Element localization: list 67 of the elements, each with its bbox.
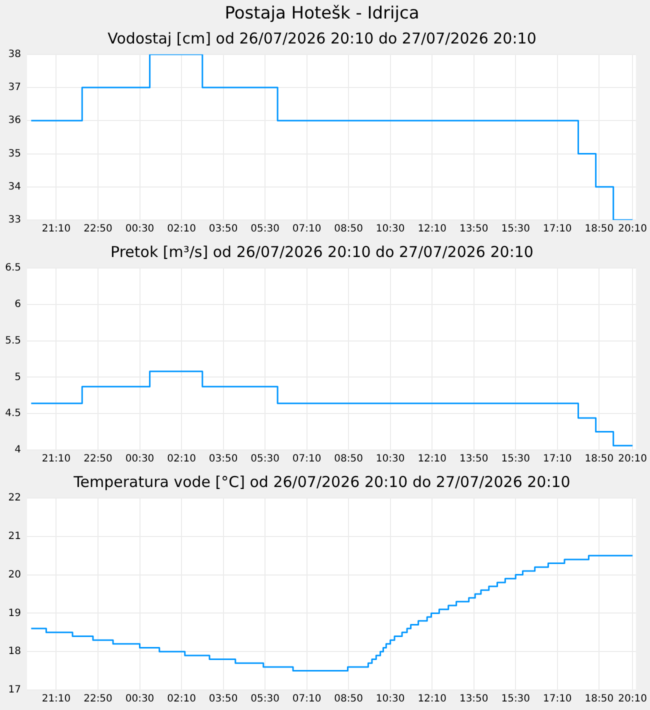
x-tick-label: 03:50: [208, 224, 238, 235]
x-tick-label: 05:30: [250, 454, 280, 465]
x-tick-label: 17:10: [542, 694, 572, 705]
y-tick-label: 33: [8, 214, 21, 226]
x-tick-label: 07:10: [292, 454, 322, 465]
y-tick-label: 34: [8, 181, 21, 192]
x-tick-label: 21:10: [42, 224, 71, 235]
x-tick-label: 21:10: [42, 694, 71, 705]
x-tick-label: 15:30: [501, 454, 530, 465]
x-tick-label: 12:10: [418, 694, 447, 705]
chart-subtitle: Vodostaj [cm] od 26/07/2026 20:10 do 27/07/2026 20:10: [108, 29, 536, 48]
y-tick-label: 18: [8, 646, 21, 658]
x-tick-label: 22:50: [84, 224, 112, 235]
x-tick-label: 22:50: [84, 694, 112, 705]
x-tick-label: 08:50: [334, 694, 363, 705]
x-tick-label: 05:30: [250, 224, 280, 235]
x-tick-label: 17:10: [542, 454, 572, 465]
x-tick-label: 12:10: [418, 454, 447, 465]
y-tick-label: 5.5: [5, 335, 21, 346]
y-tick-label: 6: [14, 298, 21, 310]
x-tick-label: 20:10: [618, 694, 647, 705]
y-tick-label: 38: [8, 48, 21, 60]
x-tick-label: 00:30: [125, 224, 154, 235]
y-tick-label: 36: [8, 115, 21, 126]
x-tick-label: 07:10: [292, 224, 322, 235]
y-tick-label: 37: [8, 82, 21, 94]
x-tick-label: 02:10: [167, 224, 196, 235]
x-tick-label: 10:30: [376, 694, 405, 705]
x-tick-label: 20:10: [618, 454, 647, 465]
x-tick-label: 02:10: [167, 454, 196, 465]
x-tick-label: 05:30: [250, 694, 280, 705]
x-tick-label: 12:10: [418, 224, 447, 235]
x-tick-label: 02:10: [167, 694, 196, 705]
x-tick-label: 22:50: [84, 454, 112, 465]
x-tick-label: 21:10: [42, 454, 71, 465]
x-tick-label: 10:30: [376, 224, 405, 235]
x-tick-label: 00:30: [125, 454, 154, 465]
x-tick-label: 13:50: [459, 224, 488, 235]
y-tick-label: 4.5: [5, 408, 21, 420]
y-tick-label: 21: [8, 530, 21, 542]
x-tick-label: 20:10: [618, 224, 647, 235]
x-tick-label: 18:50: [584, 224, 614, 235]
chart-title: Pretok [m³/s] od 26/07/2026 20:10 do 27/07/2026 20:10: [110, 242, 534, 261]
x-tick-label: 17:10: [542, 224, 572, 235]
y-tick-label: 22: [8, 492, 21, 504]
y-tick-label: 4: [14, 444, 21, 456]
x-tick-label: 10:30: [376, 454, 405, 465]
x-tick-label: 18:50: [584, 454, 614, 465]
x-tick-label: 15:30: [501, 224, 530, 235]
x-tick-label: 18:50: [584, 694, 614, 705]
y-tick-label: 17: [8, 684, 21, 696]
chart-title: Temperatura vode [°C] od 26/07/2026 20:10 do 27/07/2026 20:10: [72, 472, 570, 491]
x-tick-label: 08:50: [334, 224, 363, 235]
y-tick-label: 19: [8, 608, 21, 619]
x-tick-label: 15:30: [501, 694, 530, 705]
chart-title: Postaja Hotešk - Idrijca: [224, 4, 420, 24]
x-tick-label: 00:30: [125, 694, 154, 705]
y-tick-label: 6.5: [5, 262, 21, 274]
y-tick-label: 5: [14, 372, 21, 383]
x-tick-label: 13:50: [459, 454, 488, 465]
x-tick-label: 03:50: [208, 694, 238, 705]
x-tick-label: 13:50: [459, 694, 488, 705]
y-tick-label: 35: [8, 148, 21, 160]
y-tick-label: 20: [8, 569, 21, 580]
x-tick-label: 03:50: [208, 454, 238, 465]
x-tick-label: 08:50: [334, 454, 363, 465]
x-tick-label: 07:10: [292, 694, 322, 705]
